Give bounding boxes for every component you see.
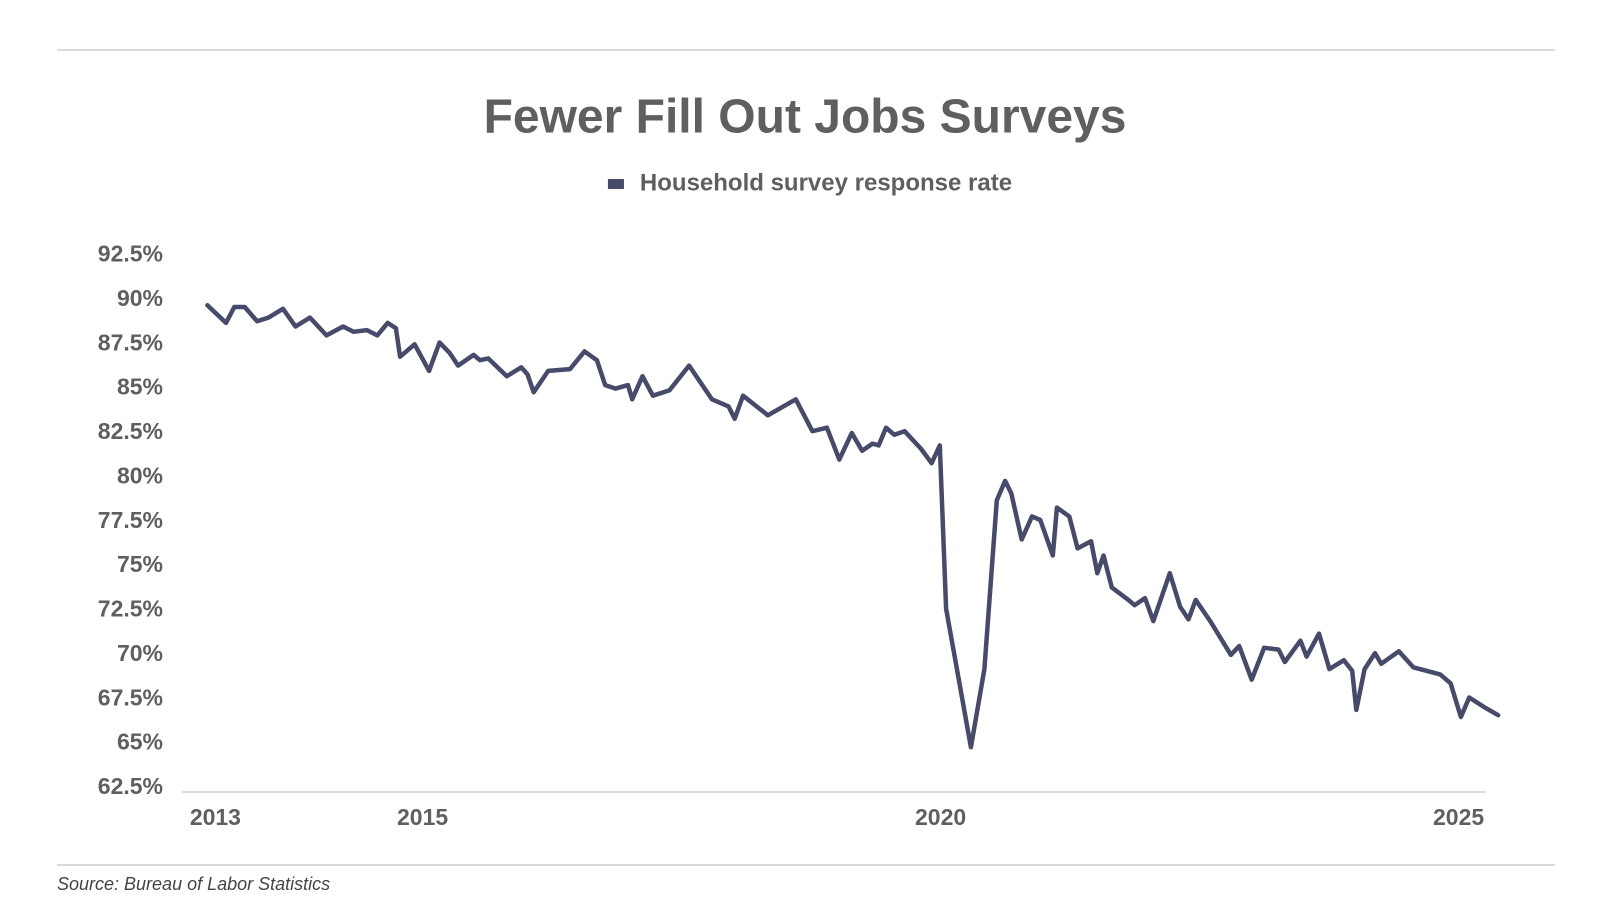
x-tick-label: 2020 <box>915 804 966 830</box>
y-tick-label: 67.5% <box>98 684 163 710</box>
y-tick-label: 90% <box>117 285 163 311</box>
y-tick-label: 87.5% <box>98 329 163 355</box>
y-tick-label: 70% <box>117 640 163 666</box>
data-line <box>205 302 1501 750</box>
y-tick-label: 62.5% <box>98 773 163 799</box>
y-tick-label: 80% <box>117 462 163 488</box>
y-tick-label: 77.5% <box>98 507 163 533</box>
y-tick-label: 92.5% <box>98 241 163 267</box>
y-tick-label: 72.5% <box>98 596 163 622</box>
source-note: Source: Bureau of Labor Statistics <box>57 874 330 894</box>
y-tick-label: 65% <box>117 729 163 755</box>
legend-label: Household survey response rate <box>640 169 1012 196</box>
x-tick-label: 2025 <box>1433 804 1484 830</box>
x-tick-label: 2015 <box>397 804 448 830</box>
y-tick-label: 85% <box>117 374 163 400</box>
y-tick-label: 75% <box>117 551 163 577</box>
chart-title: Fewer Fill Out Jobs Surveys <box>484 91 1127 144</box>
y-tick-label: 82.5% <box>98 418 163 444</box>
legend-swatch <box>607 179 624 189</box>
x-tick-label: 2013 <box>190 804 241 830</box>
